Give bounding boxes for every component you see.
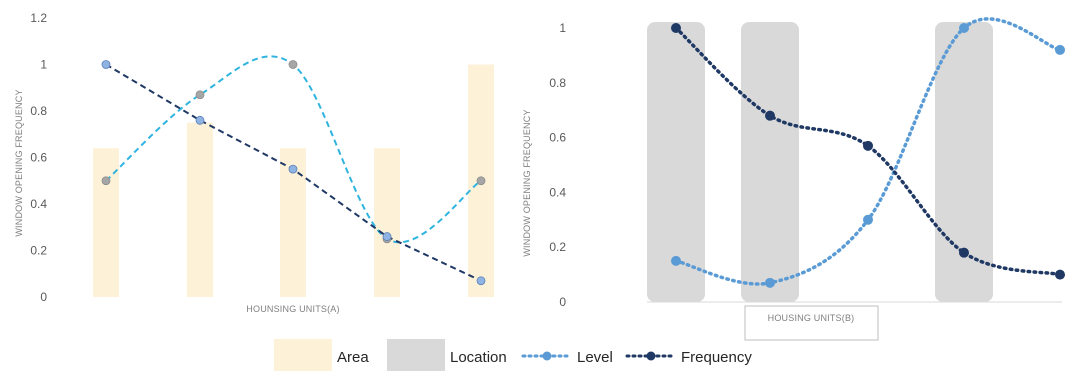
chart-b-level-point: [765, 277, 775, 288]
legend-frequency-marker: [646, 351, 656, 361]
legend-level-marker: [542, 351, 552, 361]
chart-b-level-line: [674, 17, 1062, 286]
chart-a-frequency-point: [101, 60, 111, 69]
chart-a-level-point: [476, 176, 486, 186]
chart-a-y-tick-label: 0.8: [30, 104, 47, 118]
chart-b-y-ticks: 0 0.2 0.4 0.6 0.8 1: [549, 21, 566, 309]
chart-a-frequency-point: [382, 232, 392, 241]
chart-a-bars: [93, 64, 494, 297]
legend-area-label: Area: [337, 349, 369, 366]
chart-b: 0 0.2 0.4 0.6 0.8 1 HOUSING UNITS(B) WINDOW O…: [522, 17, 1065, 341]
legend-location-label: Location: [450, 349, 507, 366]
chart-b-location-bar: [741, 22, 799, 302]
chart-a-y-tick-label: 1: [40, 58, 47, 72]
chart-b-lines: [674, 17, 1062, 286]
chart-b-location-bar: [647, 22, 705, 302]
chart-a-level-point: [101, 176, 111, 186]
chart-b-y-tick-label: 0.6: [549, 131, 566, 145]
chart-b-y-tick-label: 0.8: [549, 76, 566, 90]
chart-b-frequency-point: [959, 247, 969, 258]
chart-a-points: [101, 60, 486, 286]
chart-b-x-axis-title-box: [744, 305, 879, 341]
chart-b-y-axis-title: WINDOW OPENING FREQUENCY: [522, 109, 532, 256]
chart-a-y-tick-label: 1.2: [30, 11, 47, 25]
chart-b-level-point: [671, 255, 681, 266]
legend-frequency-label: Frequency: [681, 349, 752, 366]
chart-a-frequency-point: [288, 164, 298, 174]
chart-a-y-tick-label: 0: [40, 290, 47, 304]
chart-b-frequency-point: [863, 140, 873, 151]
chart-b-y-tick-label: 0.2: [549, 240, 566, 254]
chart-a-y-tick-label: 0.6: [30, 151, 47, 165]
legend-area-swatch: [274, 339, 332, 371]
chart-a: 0 0.2 0.4 0.6 0.8 1 1.2 HOUNSING UNITS(A) WIND…: [14, 11, 494, 314]
chart-a-level-line: [105, 55, 482, 243]
chart-a-frequency-point: [195, 115, 205, 125]
chart-a-area-bar: [187, 122, 213, 297]
chart-a-y-tick-label: 0.4: [30, 197, 47, 211]
chart-b-y-tick-label: 0: [559, 295, 566, 309]
chart-b-level-point: [1055, 44, 1065, 55]
chart-b-frequency-point: [1055, 269, 1065, 280]
chart-b-x-axis-title: HOUSING UNITS(B): [768, 313, 855, 323]
chart-b-location-bar: [935, 22, 993, 302]
chart-b-frequency-point: [671, 23, 681, 33]
chart-b-frequency-point: [765, 110, 775, 121]
chart-b-level-point: [863, 214, 873, 225]
chart-a-y-axis-title: WINDOW OPENING FREQUENCY: [14, 89, 24, 236]
legend-level-label: Level: [577, 349, 613, 366]
chart-a-area-bar: [374, 148, 400, 297]
chart-b-y-tick-label: 0.4: [549, 185, 566, 199]
chart-b-level-point: [959, 23, 969, 33]
chart-a-y-tick-label: 0.2: [30, 244, 47, 258]
chart-b-y-tick-label: 1: [559, 21, 566, 35]
chart-b-bars: [647, 22, 993, 302]
legend: Area Location Level Frequency: [274, 339, 752, 371]
chart-b-frequency-line: [674, 26, 1062, 277]
chart-a-frequency-point: [476, 276, 486, 286]
legend-location-swatch: [387, 339, 445, 371]
chart-b-points: [671, 23, 1065, 288]
chart-a-y-ticks: 0 0.2 0.4 0.6 0.8 1 1.2: [30, 11, 47, 304]
chart-a-level-point: [195, 90, 205, 100]
chart-a-level-point: [288, 60, 298, 69]
chart-a-x-axis-title: HOUNSING UNITS(A): [246, 304, 339, 314]
